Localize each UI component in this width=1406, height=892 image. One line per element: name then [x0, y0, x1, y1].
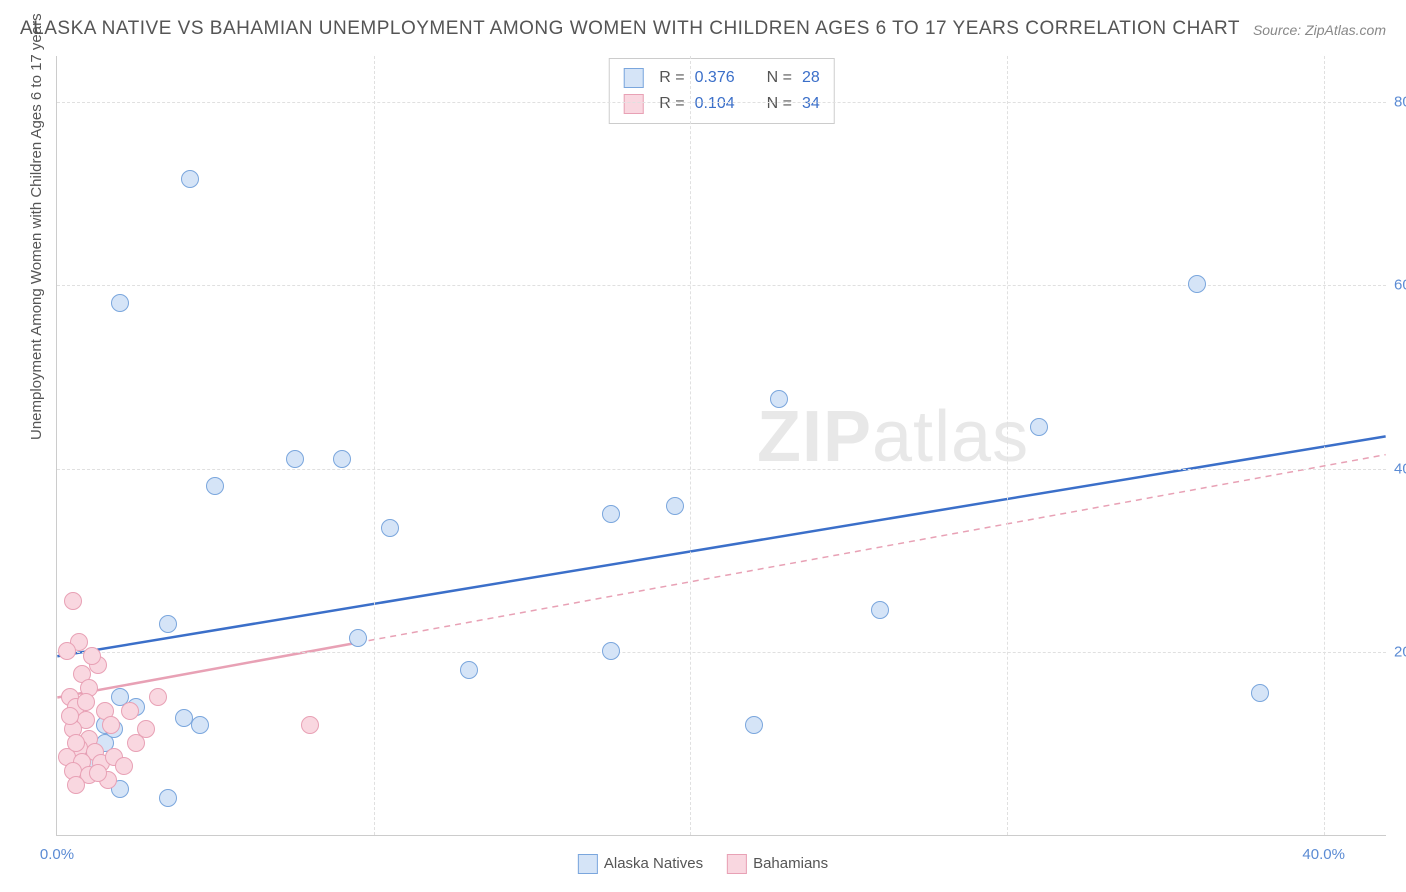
scatter-point: [381, 519, 399, 537]
grid-v: [1007, 56, 1008, 835]
n-label: N =: [767, 65, 792, 91]
scatter-point: [115, 757, 133, 775]
scatter-point: [1188, 275, 1206, 293]
scatter-point: [159, 789, 177, 807]
grid-v: [374, 56, 375, 835]
scatter-point: [770, 390, 788, 408]
scatter-point: [77, 693, 95, 711]
y-axis-label: Unemployment Among Women with Children A…: [28, 13, 45, 440]
legend-item: Alaska Natives: [578, 854, 703, 874]
grid-h: [57, 102, 1386, 103]
ytick-label: 20.0%: [1394, 644, 1406, 661]
scatter-point: [89, 764, 107, 782]
scatter-point: [349, 629, 367, 647]
legend-swatch: [623, 68, 643, 88]
r-label: R =: [659, 91, 684, 117]
scatter-point: [181, 170, 199, 188]
ytick-label: 80.0%: [1394, 93, 1406, 110]
scatter-point: [206, 477, 224, 495]
scatter-point: [602, 642, 620, 660]
r-value: 0.104: [695, 91, 735, 117]
scatter-point: [602, 505, 620, 523]
scatter-point: [1251, 684, 1269, 702]
scatter-point: [111, 294, 129, 312]
r-value: 0.376: [695, 65, 735, 91]
scatter-point: [67, 734, 85, 752]
n-label: N =: [767, 91, 792, 117]
grid-h: [57, 652, 1386, 653]
grid-h: [57, 469, 1386, 470]
scatter-point: [64, 592, 82, 610]
legend-swatch: [623, 94, 643, 114]
scatter-point: [83, 647, 101, 665]
scatter-point: [666, 497, 684, 515]
stats-legend-row: R = 0.376 N = 28: [623, 65, 820, 91]
scatter-point: [871, 601, 889, 619]
n-value: 34: [802, 91, 820, 117]
scatter-point: [460, 661, 478, 679]
scatter-point: [191, 716, 209, 734]
scatter-point: [333, 450, 351, 468]
scatter-point: [149, 688, 167, 706]
source-credit: Source: ZipAtlas.com: [1253, 22, 1386, 38]
ytick-label: 60.0%: [1394, 277, 1406, 294]
scatter-point: [301, 716, 319, 734]
chart-title: ALASKA NATIVE VS BAHAMIAN UNEMPLOYMENT A…: [20, 18, 1240, 40]
scatter-point: [61, 707, 79, 725]
n-value: 28: [802, 65, 820, 91]
legend-label: Bahamians: [753, 855, 828, 872]
scatter-point: [1030, 418, 1048, 436]
plot-area: ZIPatlas R =0.376N =28R =0.104N =34 20.0…: [56, 56, 1386, 836]
bottom-legend: Alaska Natives Bahamians: [578, 854, 828, 874]
legend-swatch: [727, 854, 747, 874]
grid-h: [57, 285, 1386, 286]
scatter-point: [121, 702, 139, 720]
scatter-point: [159, 615, 177, 633]
grid-v: [690, 56, 691, 835]
legend-swatch: [578, 854, 598, 874]
trend-lines-svg: [57, 56, 1386, 835]
scatter-point: [286, 450, 304, 468]
scatter-point: [102, 716, 120, 734]
legend-label: Alaska Natives: [604, 855, 703, 872]
r-label: R =: [659, 65, 684, 91]
stats-legend: R = 0.376 N = 28 R = 0.104 N = 34: [608, 58, 835, 124]
legend-item: Bahamians: [727, 854, 828, 874]
scatter-point: [58, 642, 76, 660]
stats-legend-row: R = 0.104 N = 34: [623, 91, 820, 117]
xtick-label: 40.0%: [1302, 846, 1345, 863]
scatter-point: [67, 776, 85, 794]
grid-v: [1324, 56, 1325, 835]
scatter-point: [745, 716, 763, 734]
xtick-label: 0.0%: [40, 846, 74, 863]
scatter-point: [137, 720, 155, 738]
ytick-label: 40.0%: [1394, 460, 1406, 477]
